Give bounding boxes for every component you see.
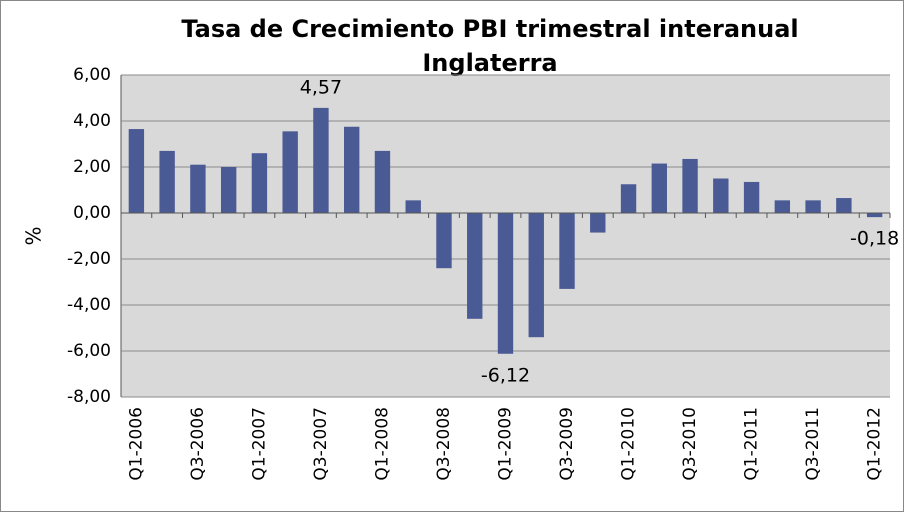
bar <box>559 213 575 289</box>
bar <box>159 150 175 213</box>
bar <box>282 131 298 213</box>
chart-title: Tasa de Crecimiento PBI trimestral inter… <box>181 15 798 43</box>
y-tick-label: 0,00 <box>73 203 111 223</box>
bar <box>682 158 698 213</box>
bar <box>251 153 268 213</box>
y-tick-label: -4,00 <box>67 295 111 315</box>
chart-title: Inglaterra <box>422 49 557 77</box>
data-label: 4,57 <box>300 76 342 98</box>
data-label: -0,18 <box>850 228 899 250</box>
bar <box>713 178 729 213</box>
bar <box>651 163 667 213</box>
bar <box>405 200 421 213</box>
x-tick-label: Q1-2006 <box>126 407 146 481</box>
bar <box>866 213 883 218</box>
x-tick-label: Q3-2006 <box>188 407 208 481</box>
bar <box>344 126 360 213</box>
bar <box>497 213 514 354</box>
x-tick-label: Q1-2008 <box>372 407 392 481</box>
bar <box>190 164 206 213</box>
y-tick-label: -2,00 <box>67 249 111 269</box>
x-tick-label: Q1-2011 <box>742 407 762 481</box>
bar <box>374 150 391 213</box>
y-tick-label: 6,00 <box>73 65 111 85</box>
x-tick-label: Q3-2011 <box>803 407 823 481</box>
x-tick-label: Q3-2010 <box>680 407 700 481</box>
x-tick-label: Q3-2007 <box>311 407 331 481</box>
y-axis-label: % <box>22 226 46 245</box>
data-label: -6,12 <box>481 364 530 386</box>
bar <box>774 200 791 213</box>
y-tick-label: 4,00 <box>73 111 111 131</box>
x-tick-label: Q1-2012 <box>865 407 885 481</box>
y-tick-label: 2,00 <box>73 157 111 177</box>
x-tick-label: Q1-2010 <box>619 407 639 481</box>
bar <box>620 184 637 213</box>
bar <box>313 107 329 213</box>
x-tick-label: Q3-2008 <box>434 407 454 481</box>
bar <box>805 200 821 213</box>
bar <box>128 129 145 213</box>
bar <box>436 213 452 269</box>
bar <box>743 181 760 213</box>
x-tick-label: Q3-2009 <box>557 407 577 481</box>
x-tick-label: Q1-2009 <box>496 407 516 481</box>
x-tick-label: Q1-2007 <box>249 407 269 481</box>
y-tick-label: -8,00 <box>67 387 111 407</box>
bar <box>590 213 606 233</box>
bar <box>836 198 852 213</box>
bar <box>220 167 237 213</box>
bar <box>528 213 544 338</box>
bar <box>467 213 483 319</box>
y-tick-label: -6,00 <box>67 341 111 361</box>
